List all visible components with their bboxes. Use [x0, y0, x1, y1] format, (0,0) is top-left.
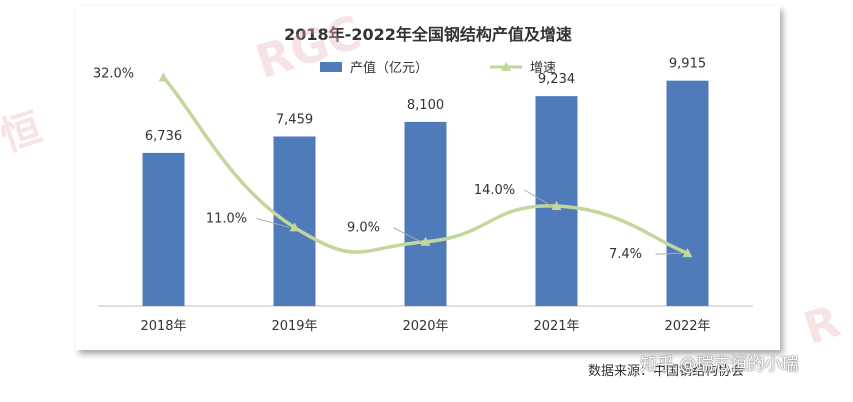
bar-value-label: 7,459	[276, 112, 313, 127]
x-tick-label: 2021年	[533, 319, 579, 334]
bar-value-label: 9,915	[669, 57, 706, 72]
bar-value-label: 9,234	[538, 72, 575, 87]
bar	[142, 152, 185, 306]
growth-value-label: 14.0%	[474, 183, 515, 198]
chart-card: 2018年-2022年全国钢结构产值及增速产值（亿元） 增速 6,736 2018年 7…	[76, 6, 780, 350]
watermark-logo-right: R	[797, 296, 846, 355]
growth-marker	[289, 222, 300, 232]
source-note: 数据来源：中国钢结构协会	[588, 364, 745, 379]
x-tick-label: 2020年	[402, 319, 448, 334]
legend-bar-label: 产值（亿元）	[350, 60, 428, 76]
growth-value-label: 11.0%	[206, 211, 247, 226]
growth-marker	[420, 236, 431, 246]
bar	[273, 136, 316, 306]
growth-leader-line	[655, 252, 683, 255]
growth-value-label: 9.0%	[347, 221, 380, 236]
legend-line-label: 增速	[530, 61, 556, 76]
growth-leader-line	[393, 227, 421, 243]
bar-value-label: 8,100	[407, 98, 444, 113]
legend-line-marker	[501, 62, 511, 71]
watermark-logo-left: 恒	[0, 104, 48, 161]
growth-value-label: 7.4%	[609, 247, 642, 262]
growth-value-label: 32.0%	[93, 66, 134, 81]
x-tick-label: 2022年	[664, 319, 710, 334]
growth-leader-line	[256, 217, 290, 228]
chart-title: 2018年-2022年全国钢结构产值及增速	[284, 25, 572, 44]
legend-bar-swatch	[320, 62, 342, 72]
growth-marker	[682, 248, 693, 258]
bar	[666, 80, 709, 306]
zhihu-watermark: 知乎 @瑞志恒的小瑞	[640, 355, 799, 375]
growth-marker	[551, 201, 562, 210]
growth-marker	[158, 72, 169, 82]
bar-value-label: 6,736	[145, 129, 182, 144]
x-tick-label: 2019年	[271, 319, 317, 334]
bar	[404, 121, 447, 306]
x-tick-label: 2018年	[140, 319, 186, 334]
growth-leader-line	[524, 189, 552, 207]
